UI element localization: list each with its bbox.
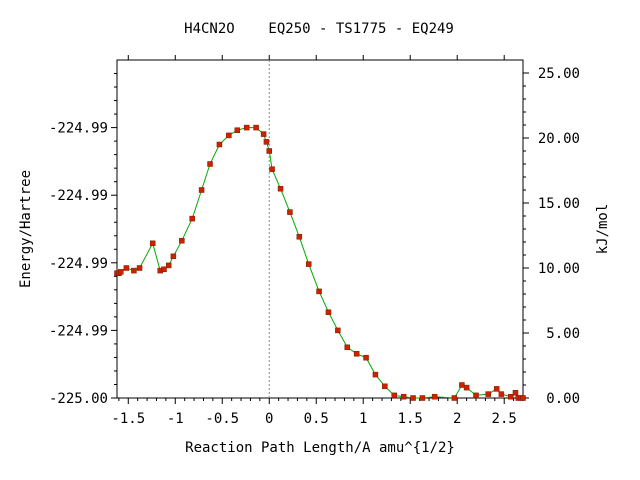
- x-tick-label: 1.5: [398, 411, 423, 427]
- data-point: [216, 141, 223, 148]
- data-point: [508, 393, 514, 400]
- x-tick-label: 2: [453, 411, 461, 427]
- left-y-axis-title: Energy/Hartree: [18, 170, 34, 288]
- data-point: [463, 384, 470, 391]
- data-point: [296, 234, 303, 240]
- data-point: [431, 393, 438, 400]
- data-point: [512, 390, 519, 396]
- left-tick-label: -224.99: [49, 323, 108, 339]
- right-tick-label: 20.00: [538, 131, 580, 147]
- energy-curve: [117, 127, 523, 399]
- data-point: [391, 392, 397, 399]
- plot-frame: [116, 59, 524, 399]
- data-point: [243, 124, 250, 131]
- data-points: [114, 124, 526, 401]
- x-tick-label: 0: [265, 411, 273, 427]
- right-y-axis-title: kJ/mol: [595, 204, 611, 255]
- data-point: [136, 265, 143, 271]
- data-point: [485, 391, 491, 397]
- data-point: [287, 209, 293, 215]
- data-point: [234, 127, 241, 133]
- right-tick-label: 10.00: [538, 261, 580, 277]
- data-point: [419, 395, 426, 401]
- data-point: [493, 386, 500, 392]
- data-point: [263, 139, 270, 145]
- left-tick-label: -224.99: [49, 188, 108, 204]
- right-tick-label: 15.00: [538, 196, 580, 212]
- data-point: [363, 354, 369, 361]
- data-point: [372, 371, 379, 378]
- data-point: [473, 392, 479, 399]
- x-axis-title: Reaction Path Length/A amu^{1/2}: [185, 440, 455, 456]
- x-tick-label: -0.5: [205, 411, 239, 427]
- data-point: [353, 351, 360, 357]
- right-tick-label: 5.00: [546, 326, 580, 342]
- x-tick-label: 1: [359, 411, 367, 427]
- data-point: [410, 395, 416, 401]
- data-point: [400, 393, 407, 400]
- data-point: [170, 253, 177, 260]
- data-point: [149, 240, 156, 247]
- data-point: [520, 395, 526, 401]
- data-point: [498, 391, 505, 397]
- x-tick-label: -1: [167, 411, 184, 427]
- data-point: [382, 383, 388, 390]
- data-point: [207, 161, 213, 167]
- x-axis: -1.5 -1 -0.5 0 0.5 1 1.5 2 2.5: [111, 55, 524, 427]
- x-tick-label: 2.5: [492, 411, 517, 427]
- data-point: [260, 131, 267, 137]
- data-point: [325, 309, 332, 315]
- left-y-axis: -225.00 -224.99 -224.99 -224.99 -224.99: [49, 73, 117, 407]
- data-point: [451, 395, 458, 401]
- data-point: [179, 237, 185, 244]
- right-tick-label: 25.00: [538, 66, 580, 82]
- data-point: [198, 187, 205, 193]
- data-point: [269, 166, 275, 172]
- x-tick-label: -1.5: [111, 411, 145, 427]
- left-tick-label: -224.99: [49, 121, 108, 137]
- data-point: [165, 262, 172, 269]
- data-point: [189, 215, 195, 222]
- data-point: [335, 327, 341, 334]
- data-point: [118, 269, 124, 275]
- data-point: [226, 132, 232, 139]
- data-point: [161, 266, 167, 273]
- data-point: [305, 261, 312, 267]
- data-point: [316, 288, 322, 295]
- data-point: [266, 148, 272, 154]
- chart-title: H4CN2O EQ250 - TS1775 - EQ249: [184, 21, 454, 37]
- right-tick-label: 0.00: [546, 391, 580, 407]
- left-tick-label: -225.00: [49, 391, 108, 407]
- left-tick-label: -224.99: [49, 256, 108, 272]
- x-tick-label: 0.5: [304, 411, 329, 427]
- data-point: [277, 185, 284, 192]
- data-point: [123, 265, 130, 271]
- data-point: [459, 382, 465, 388]
- right-y-axis: 0.00 5.00 10.00 15.00 20.00 25.00: [523, 66, 580, 407]
- data-point: [253, 124, 259, 131]
- data-point: [344, 344, 351, 351]
- data-point: [131, 267, 137, 274]
